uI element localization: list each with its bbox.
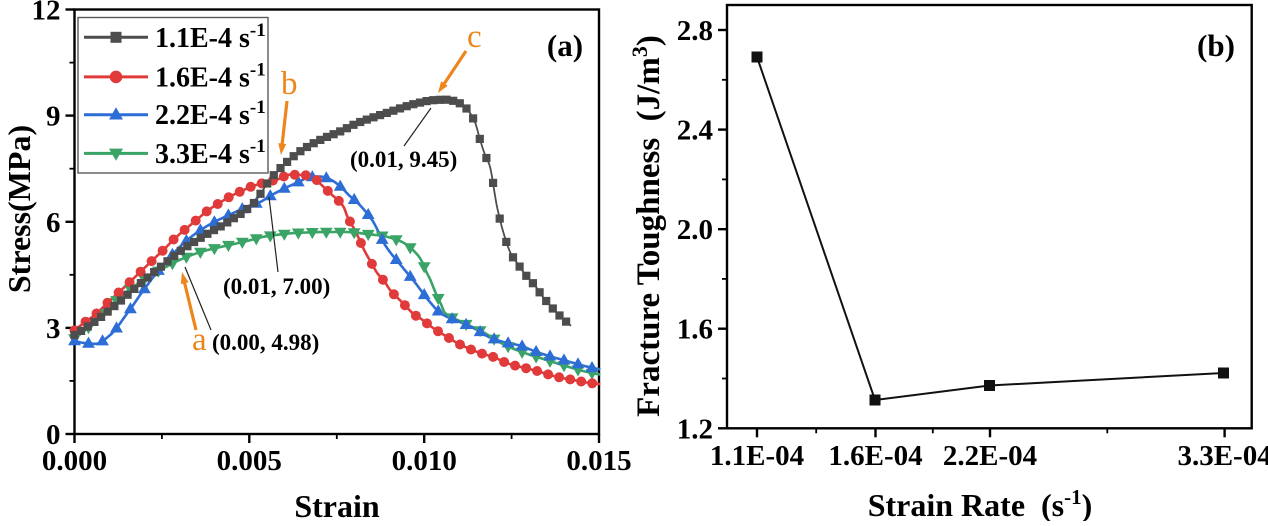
- svg-text:3.3E-04: 3.3E-04: [1177, 440, 1268, 472]
- svg-text:0.015: 0.015: [566, 445, 631, 477]
- svg-text:9: 9: [46, 101, 61, 133]
- svg-text:0.005: 0.005: [217, 445, 282, 477]
- svg-text:1.6E-04: 1.6E-04: [828, 440, 922, 472]
- svg-text:2.2E-4 s-1: 2.2E-4 s-1: [155, 97, 266, 131]
- svg-text:c: c: [467, 19, 482, 55]
- svg-text:2.0: 2.0: [677, 214, 713, 246]
- svg-text:6: 6: [46, 207, 61, 239]
- svg-text:0: 0: [46, 419, 61, 451]
- svg-text:1.1E-04: 1.1E-04: [710, 440, 804, 472]
- svg-text:1.6E-4 s-1: 1.6E-4 s-1: [155, 59, 266, 93]
- svg-text:Stress(MPa): Stress(MPa): [1, 125, 37, 293]
- svg-text:1.1E-4 s-1: 1.1E-4 s-1: [155, 20, 266, 54]
- svg-text:(a): (a): [547, 28, 583, 63]
- svg-text:Fracture Toughness (J/m3): Fracture Toughness (J/m3): [627, 35, 667, 417]
- svg-text:b: b: [281, 66, 298, 102]
- svg-text:1.6: 1.6: [677, 314, 713, 346]
- svg-text:12: 12: [32, 0, 61, 27]
- svg-text:3: 3: [46, 313, 61, 345]
- svg-text:2.8: 2.8: [677, 15, 713, 47]
- svg-text:2.4: 2.4: [677, 115, 713, 147]
- svg-text:Strain: Strain: [294, 488, 380, 521]
- svg-text:0.010: 0.010: [392, 445, 457, 477]
- svg-text:(0.01, 7.00): (0.01, 7.00): [223, 274, 330, 299]
- svg-text:0.000: 0.000: [42, 445, 107, 477]
- svg-text:2.2E-04: 2.2E-04: [943, 440, 1037, 472]
- svg-text:1.2: 1.2: [677, 413, 713, 445]
- svg-text:a: a: [192, 322, 207, 358]
- svg-text:(b): (b): [1197, 28, 1235, 63]
- svg-text:Strain Rate (s-1): Strain Rate (s-1): [868, 485, 1093, 521]
- svg-text:(0.00, 4.98): (0.00, 4.98): [212, 330, 319, 355]
- svg-text:3.3E-4 s-1: 3.3E-4 s-1: [155, 136, 266, 170]
- svg-text:(0.01, 9.45): (0.01, 9.45): [350, 147, 457, 172]
